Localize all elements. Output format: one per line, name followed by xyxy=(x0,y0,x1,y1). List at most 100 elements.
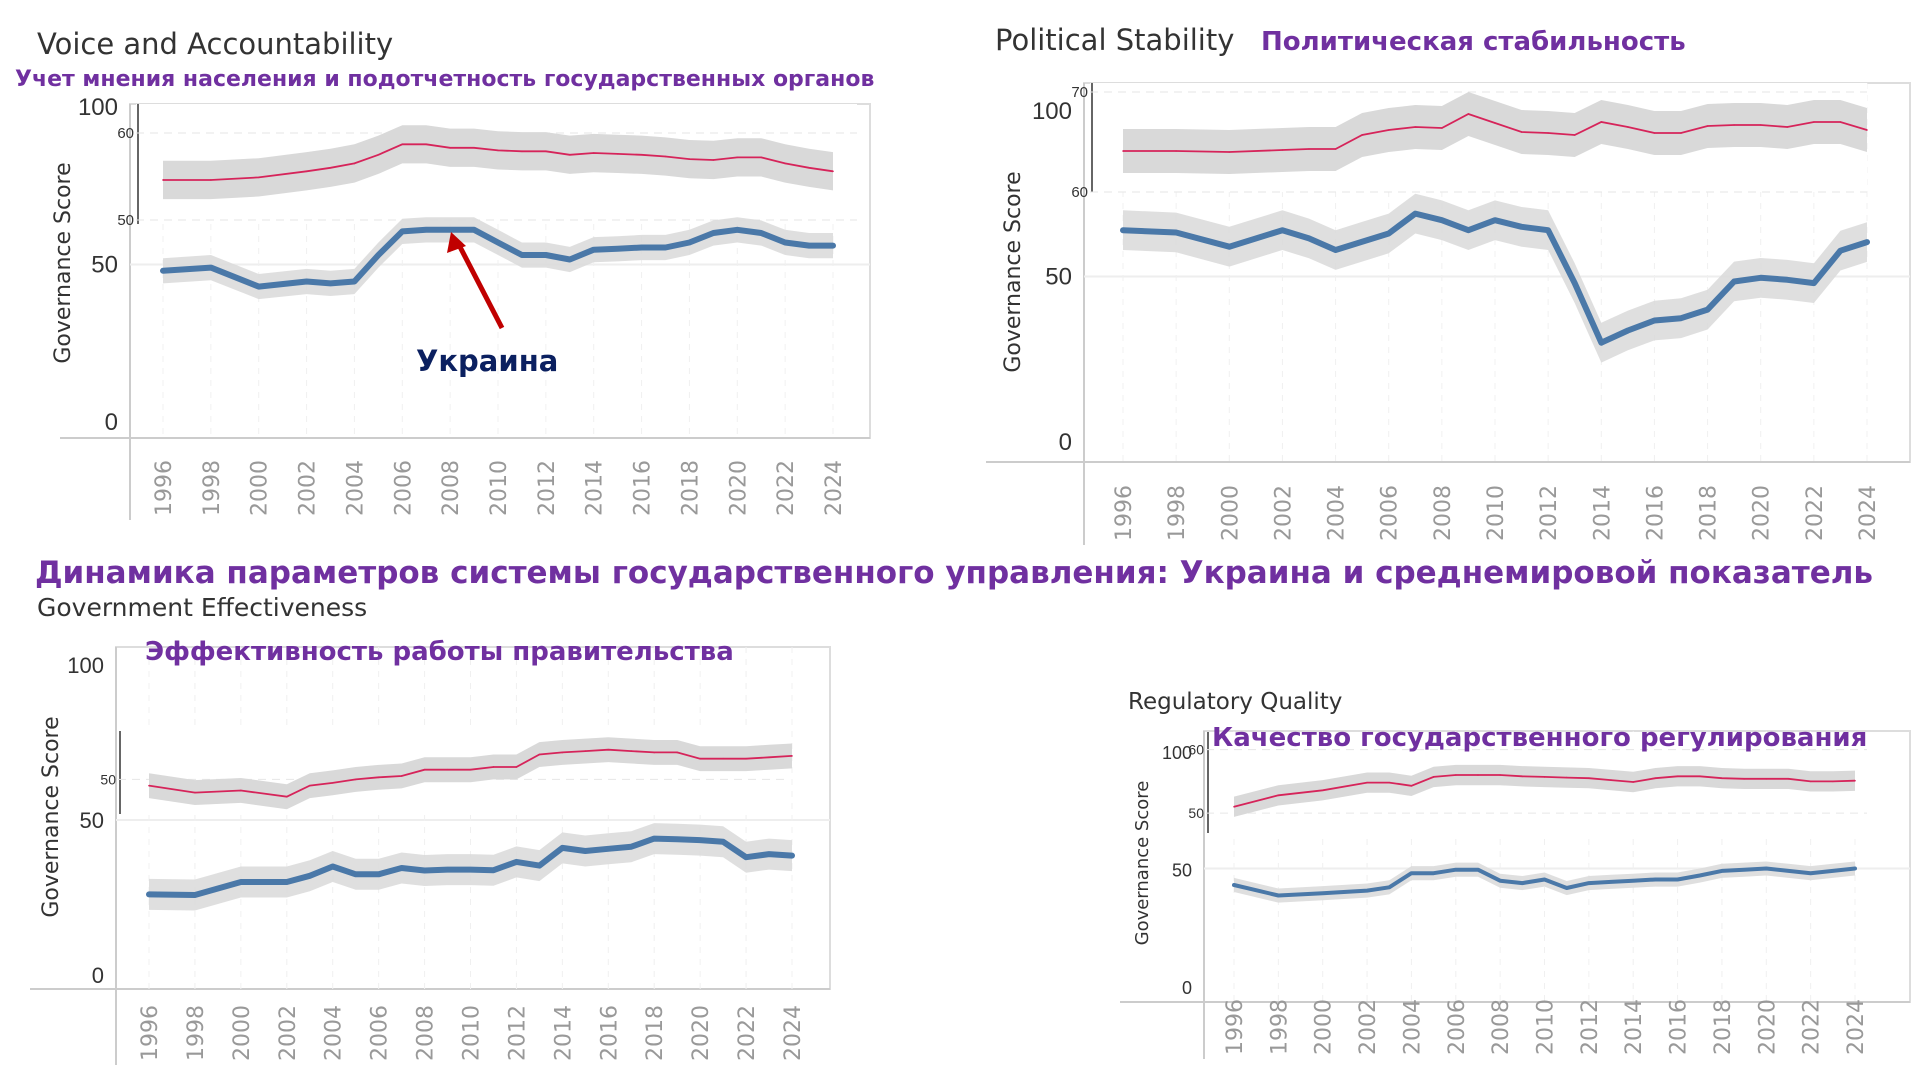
x-tick-label: 1998 xyxy=(1165,485,1190,541)
country-point xyxy=(768,853,771,856)
country-point xyxy=(832,244,834,247)
x-tick-label: 2000 xyxy=(230,1005,255,1061)
country-point xyxy=(1476,868,1479,871)
x-tick-label: 2006 xyxy=(1378,485,1403,541)
country-point xyxy=(425,228,428,231)
x-tick-label: 1998 xyxy=(184,1005,209,1061)
country-point xyxy=(584,850,587,852)
x-tick-label: 2004 xyxy=(322,1005,347,1061)
world-point xyxy=(354,778,357,781)
x-tick-label: 2012 xyxy=(1578,999,1603,1055)
country-point xyxy=(400,867,403,870)
country-line xyxy=(1232,866,1857,898)
country-point xyxy=(1321,892,1324,895)
world-point xyxy=(305,170,308,173)
world-point xyxy=(1467,113,1470,115)
world-point xyxy=(791,755,793,757)
world-point xyxy=(1477,774,1479,776)
world-point xyxy=(1361,134,1363,136)
y-tick-label: 50 xyxy=(91,252,118,279)
x-tick-label: 2020 xyxy=(1750,485,1775,541)
country-point xyxy=(1175,231,1178,234)
world-point xyxy=(1308,148,1310,150)
world-point xyxy=(329,167,332,169)
country-line xyxy=(1120,210,1870,346)
world-point xyxy=(538,753,541,756)
x-tick-label: 2010 xyxy=(487,460,512,516)
x-tick-label: 2010 xyxy=(460,1005,485,1061)
country-point xyxy=(616,247,619,250)
country-point xyxy=(760,232,763,234)
world-average-inset: 50 60 xyxy=(1188,732,1867,833)
country-point xyxy=(1520,225,1523,228)
y-axis-label: Governance Score xyxy=(1132,781,1153,946)
world-point xyxy=(425,143,428,146)
country-point xyxy=(1706,308,1709,311)
world-point xyxy=(521,150,523,153)
country-point xyxy=(1866,241,1868,244)
country-point xyxy=(640,246,643,249)
x-tick-label: 2012 xyxy=(535,460,560,516)
world-point xyxy=(1866,129,1868,131)
country-point xyxy=(446,868,449,871)
world-point xyxy=(1233,805,1235,808)
country-point xyxy=(1632,879,1635,882)
world-point xyxy=(1610,779,1612,781)
x-tick-label: 2002 xyxy=(276,1005,301,1061)
inset-y-tick-label: 50 xyxy=(1188,805,1204,821)
country-point xyxy=(1334,249,1337,252)
world-point xyxy=(1228,151,1231,153)
world-point xyxy=(1832,780,1834,783)
y-tick-label: 50 xyxy=(1172,861,1192,881)
country-point xyxy=(688,241,691,244)
country-point xyxy=(1680,317,1682,320)
country-point xyxy=(1467,229,1470,232)
world-average-inset: 50 xyxy=(100,731,793,814)
country-point xyxy=(193,894,196,897)
world-point xyxy=(148,784,150,787)
x-tick-label: 2002 xyxy=(296,460,321,516)
country-point xyxy=(1698,874,1701,877)
country-point xyxy=(1388,886,1391,889)
country-point xyxy=(239,881,242,883)
x-tick-label: 2020 xyxy=(689,1005,714,1061)
world-point xyxy=(688,158,691,160)
world-point xyxy=(1441,127,1443,129)
country-point xyxy=(1587,882,1590,885)
world-point xyxy=(1627,126,1629,128)
world-point xyxy=(1573,134,1576,136)
country-point xyxy=(1610,880,1613,883)
world-point xyxy=(676,751,678,754)
country-point xyxy=(538,864,541,867)
x-tick-label: 2006 xyxy=(391,460,416,516)
country-point xyxy=(285,881,288,883)
world-point xyxy=(515,766,518,768)
world-point xyxy=(745,757,747,760)
annotation-arrow xyxy=(455,241,505,330)
x-tick-label: 1996 xyxy=(1223,999,1248,1055)
country-point xyxy=(1281,229,1284,232)
country-point xyxy=(492,869,495,872)
x-tick-label: 2006 xyxy=(368,1005,393,1061)
world-point xyxy=(1410,785,1413,787)
x-tick-label: 2024 xyxy=(1844,999,1869,1055)
x-tick-label: 2008 xyxy=(1431,485,1456,541)
x-tick-label: 2004 xyxy=(1325,485,1350,541)
x-tick-label: 1996 xyxy=(1112,485,1137,541)
country-point xyxy=(1122,229,1124,232)
world-point xyxy=(1632,781,1635,783)
world-point xyxy=(1676,775,1679,778)
country-point xyxy=(1565,887,1568,890)
world-average-line xyxy=(148,748,793,798)
y-tick-label: 50 xyxy=(80,808,104,833)
x-tick-label: 2020 xyxy=(726,460,751,516)
world-point xyxy=(210,179,212,181)
country-point xyxy=(1233,883,1235,886)
country-point xyxy=(653,837,656,840)
country-confidence-band xyxy=(163,217,833,300)
world-point xyxy=(1414,126,1417,128)
chart-subtitle-ru: Качество государственного регулирования xyxy=(1212,723,1867,753)
world-confidence-band xyxy=(1234,764,1855,817)
country-point xyxy=(1654,878,1657,881)
